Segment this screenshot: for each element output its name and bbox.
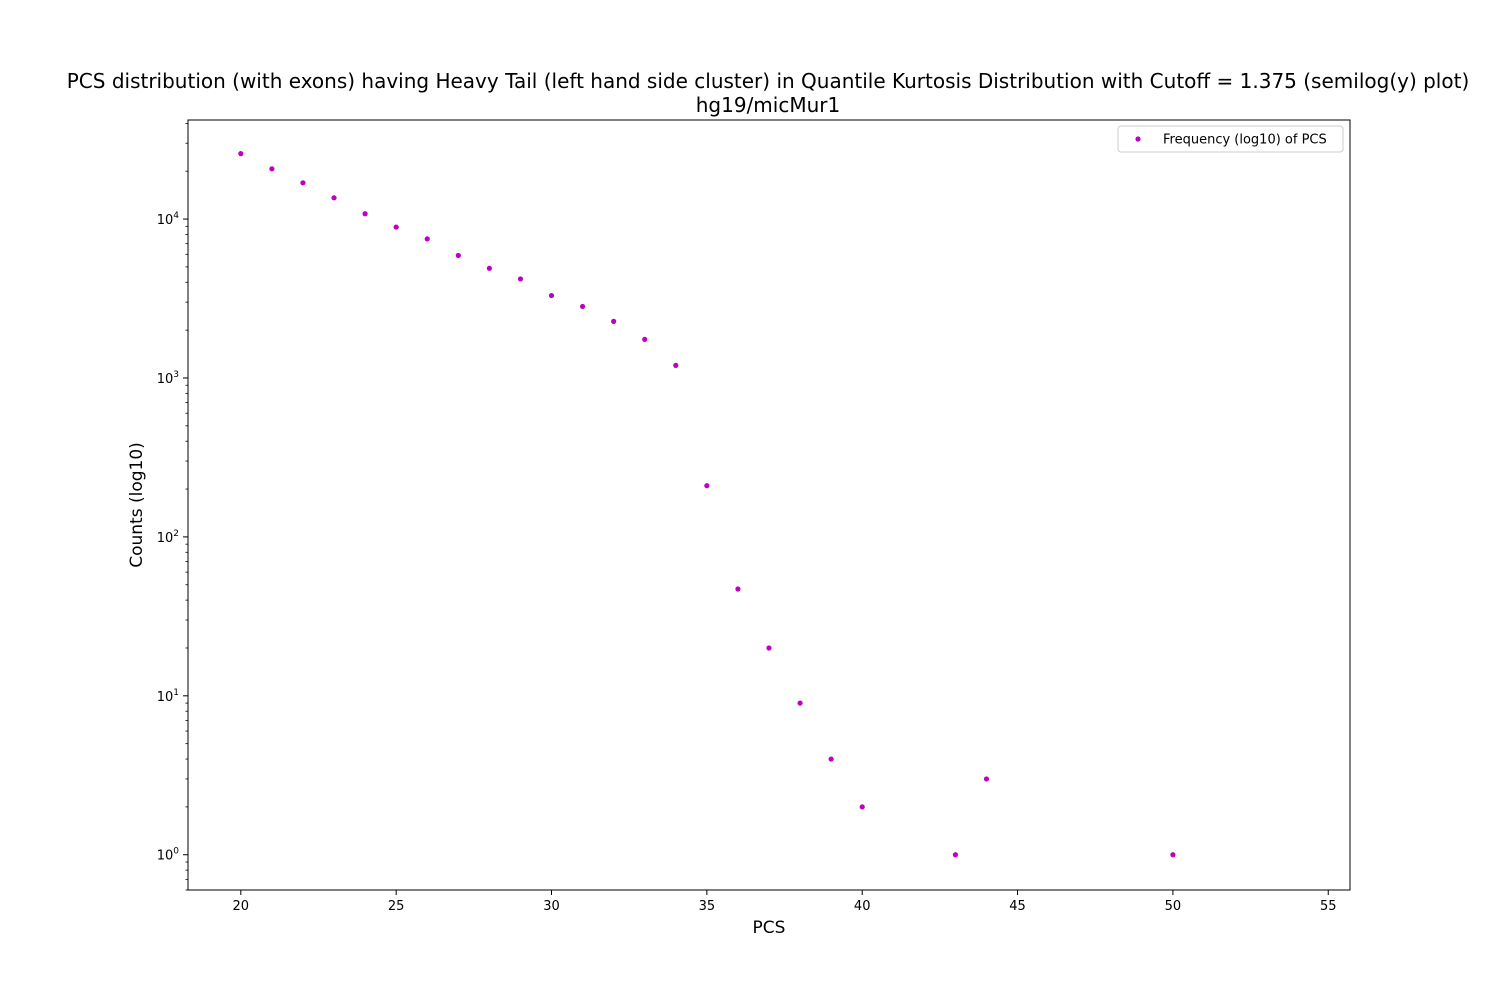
data-point <box>735 586 741 592</box>
data-point <box>269 166 275 172</box>
data-point <box>362 211 368 217</box>
data-point <box>486 265 492 271</box>
y-tick-label: 103 <box>157 370 179 387</box>
y-tick-label: 104 <box>157 211 180 228</box>
x-axis: 20 25 30 35 40 45 50 55 <box>233 890 1337 914</box>
data-point <box>517 276 524 282</box>
x-tick-label: 25 <box>388 899 405 914</box>
x-axis-label: PCS <box>753 918 786 938</box>
data-point <box>611 318 617 324</box>
plot-area <box>187 119 1351 891</box>
data-point <box>673 362 679 368</box>
y-axis-label: Counts (log10) <box>127 442 147 568</box>
data-point <box>859 804 865 810</box>
data-point <box>300 180 306 186</box>
data-point <box>952 852 959 858</box>
x-tick-label: 40 <box>854 899 871 914</box>
y-tick-label: 100 <box>157 847 180 864</box>
legend: Frequency (log10) of PCS <box>1117 125 1344 153</box>
y-axis: 100 101 102 103 104 <box>157 122 188 891</box>
x-tick-label: 55 <box>1320 899 1337 914</box>
legend-box <box>1117 125 1344 153</box>
data-points <box>238 151 1176 858</box>
legend-label: Frequency (log10) of PCS <box>1163 133 1327 148</box>
data-point <box>797 700 803 706</box>
data-point <box>331 195 337 201</box>
data-point <box>1170 852 1176 858</box>
x-tick-label: 45 <box>1009 899 1026 914</box>
legend-marker <box>1135 136 1141 142</box>
data-point <box>642 336 648 342</box>
data-point <box>393 224 399 230</box>
y-tick-label: 101 <box>157 688 179 705</box>
chart-subtitle: hg19/micMur1 <box>696 93 840 117</box>
x-tick-label: 35 <box>699 899 716 914</box>
data-point <box>766 645 772 651</box>
x-tick-label: 50 <box>1165 899 1182 914</box>
chart-title: PCS distribution (with exons) having Hea… <box>67 69 1470 93</box>
x-tick-label: 30 <box>543 899 560 914</box>
x-tick-label: 20 <box>233 899 250 914</box>
data-point <box>455 252 461 259</box>
data-point <box>238 151 244 157</box>
data-point <box>424 236 430 242</box>
y-tick-label: 102 <box>157 529 179 546</box>
data-point <box>828 756 834 762</box>
data-point <box>548 292 555 299</box>
data-point <box>579 303 586 310</box>
data-point <box>704 483 710 489</box>
data-point <box>983 776 990 782</box>
